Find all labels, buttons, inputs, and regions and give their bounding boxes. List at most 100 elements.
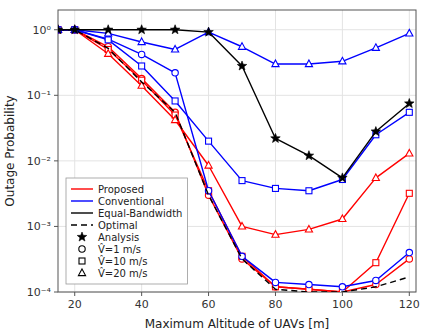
point <box>406 249 412 255</box>
legend-label: Conventional <box>98 196 164 207</box>
tick <box>208 292 209 296</box>
point <box>237 61 247 70</box>
point <box>205 161 212 168</box>
grid-line <box>58 160 416 161</box>
point <box>339 57 346 64</box>
plot-background <box>58 10 416 292</box>
point <box>138 51 144 57</box>
tick-label: 60 <box>202 298 216 311</box>
series <box>58 27 412 194</box>
legend: ProposedConventionalEqual-BandwidthOptim… <box>66 178 187 284</box>
point <box>172 45 179 52</box>
point <box>204 27 214 36</box>
grid-line <box>208 10 209 292</box>
legend-label: Optimal <box>98 220 138 231</box>
point <box>372 44 379 51</box>
tick-label: 10⁻⁴ <box>27 286 52 299</box>
point <box>272 231 279 238</box>
tick <box>74 292 75 296</box>
tick-label: 10⁻¹ <box>27 89 51 102</box>
point <box>105 36 111 42</box>
series-line <box>58 30 409 292</box>
series-line <box>58 30 409 292</box>
legend-label: Analysis <box>98 232 139 243</box>
legend-label: V̂=20 m/s <box>98 267 147 279</box>
tick-label: 40 <box>135 298 149 311</box>
legend-label: V̂=1 m/s <box>98 243 141 255</box>
point <box>238 222 245 229</box>
point <box>306 281 312 287</box>
series-line <box>58 30 409 64</box>
tick <box>275 292 276 296</box>
series-line <box>58 30 409 287</box>
point <box>339 215 346 222</box>
point <box>305 60 312 67</box>
point <box>103 25 113 34</box>
point <box>272 279 278 285</box>
point <box>137 25 147 34</box>
series <box>58 30 409 292</box>
grid-line <box>342 10 343 292</box>
tick-label: 100 <box>332 298 353 311</box>
point <box>306 188 312 194</box>
point <box>406 109 412 115</box>
tick <box>54 95 58 96</box>
point <box>371 127 381 136</box>
axes: 2040608010012010⁻⁴10⁻³10⁻²10⁻¹10⁰ <box>27 24 420 311</box>
tick-label: 10⁰ <box>33 24 52 37</box>
legend-swatch <box>71 212 93 213</box>
series-line <box>58 30 409 191</box>
series <box>58 26 413 67</box>
y-axis-label: Outage Probability <box>3 95 17 206</box>
point <box>338 173 348 182</box>
tick <box>409 292 410 296</box>
point <box>372 174 379 181</box>
series <box>58 25 414 182</box>
point <box>406 149 413 156</box>
point <box>339 284 345 290</box>
plot-data <box>58 25 414 292</box>
tick <box>54 160 58 161</box>
legend-swatch <box>71 224 93 225</box>
point <box>304 151 314 160</box>
point <box>305 225 312 232</box>
legend-label: Proposed <box>98 184 144 195</box>
grid <box>58 10 416 292</box>
point <box>373 277 379 283</box>
tick <box>141 292 142 296</box>
series <box>58 27 413 292</box>
point <box>206 138 212 144</box>
plot-frame <box>58 10 416 292</box>
tick-label: 120 <box>399 298 420 311</box>
tick <box>54 226 58 227</box>
series-line <box>58 30 409 235</box>
point <box>406 29 413 36</box>
legend-swatch <box>77 232 87 241</box>
point <box>406 256 412 262</box>
point <box>272 185 278 191</box>
grid-line <box>58 95 416 96</box>
tick <box>54 29 58 30</box>
legend-swatch <box>71 200 93 201</box>
point <box>172 70 178 76</box>
legend-swatch <box>79 246 85 252</box>
point <box>239 178 245 184</box>
series-line <box>58 30 409 178</box>
legend-swatch <box>71 188 93 189</box>
tick <box>54 292 58 293</box>
point <box>172 98 178 104</box>
point <box>170 25 180 34</box>
x-axis-label: Maximum Altitude of UAVs [m] <box>145 317 330 331</box>
grid-line <box>275 10 276 292</box>
series-line <box>58 30 409 292</box>
legend-swatch <box>79 258 85 264</box>
legend-label: Equal-Bandwidth <box>98 208 182 219</box>
point <box>238 43 245 50</box>
legend-swatch <box>78 269 85 276</box>
tick <box>342 292 343 296</box>
point <box>139 63 145 69</box>
tick-label: 10⁻² <box>27 155 51 168</box>
point <box>373 260 379 266</box>
tick-label: 10⁻³ <box>27 220 51 233</box>
point <box>405 98 415 107</box>
